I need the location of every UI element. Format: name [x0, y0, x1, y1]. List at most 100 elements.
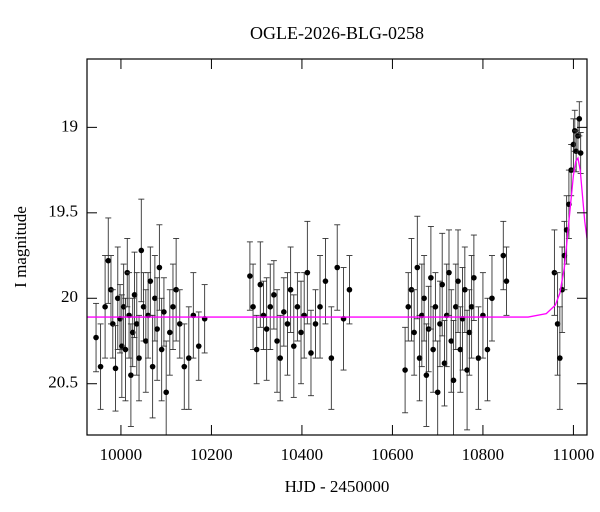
data-point	[93, 334, 99, 341]
data-point	[114, 295, 121, 302]
data-point	[136, 355, 142, 361]
y-tick-label: 20	[61, 287, 78, 306]
x-tick-label: 10400	[281, 445, 324, 464]
data-point	[105, 257, 112, 264]
data-point	[281, 309, 287, 315]
data-point	[140, 304, 147, 310]
data-point	[446, 269, 452, 276]
data-point	[334, 264, 341, 271]
data-point	[457, 346, 464, 353]
data-point	[489, 295, 495, 302]
data-point	[247, 273, 253, 279]
data-point	[346, 286, 353, 293]
x-tick-label: 10600	[371, 445, 414, 464]
data-point	[147, 278, 154, 284]
data-point	[437, 321, 443, 327]
data-point	[143, 338, 149, 344]
plot-frame	[86, 58, 588, 436]
y-axis-label: I magnitude	[11, 206, 30, 288]
data-point	[97, 363, 104, 370]
data-point	[298, 329, 304, 336]
data-point	[468, 304, 475, 310]
y-tick-label: 20.5	[48, 373, 78, 392]
data-point	[181, 363, 188, 370]
data-point	[131, 292, 138, 298]
x-tick-label: 10000	[100, 445, 143, 464]
data-point	[441, 360, 448, 367]
plot-area	[87, 101, 587, 435]
data-point	[253, 346, 260, 353]
data-point	[570, 141, 577, 148]
data-point	[250, 304, 256, 310]
data-point	[263, 326, 270, 332]
data-point	[186, 355, 192, 361]
data-point	[317, 304, 323, 310]
chart-title: OGLE-2026-BLG-0258	[250, 23, 424, 43]
data-point	[257, 281, 264, 288]
data-point	[434, 389, 441, 396]
data-point	[503, 278, 510, 284]
x-axis-label: HJD - 2450000	[285, 477, 390, 496]
x-tick-label: 10800	[462, 445, 505, 464]
data-point	[466, 329, 473, 336]
data-point	[308, 350, 314, 356]
data-point	[156, 264, 163, 271]
data-point	[294, 304, 301, 310]
data-point	[167, 329, 173, 336]
data-point	[576, 116, 583, 122]
data-point	[450, 377, 457, 384]
data-point	[423, 372, 430, 378]
y-tick-label: 19	[61, 116, 78, 135]
data-point	[322, 278, 329, 284]
data-point	[405, 304, 412, 310]
data-point	[557, 355, 563, 361]
data-point	[448, 338, 455, 344]
data-point	[173, 286, 179, 293]
data-point	[287, 286, 294, 293]
data-point	[158, 346, 165, 353]
data-point	[133, 321, 140, 327]
data-point	[500, 252, 507, 259]
data-point	[176, 321, 183, 327]
x-tick-label: 11000	[552, 445, 594, 464]
model-curve	[87, 156, 587, 318]
data-point	[304, 269, 311, 276]
data-point	[170, 304, 176, 310]
data-point	[416, 355, 423, 361]
data-point	[430, 346, 436, 353]
data-point	[149, 363, 156, 370]
data-point	[138, 247, 145, 254]
data-point	[432, 304, 439, 310]
data-point	[128, 372, 134, 378]
data-point	[152, 295, 158, 302]
data-point	[554, 321, 561, 327]
data-point	[402, 367, 408, 373]
x-tick-label: 10200	[190, 445, 233, 464]
data-point	[161, 309, 167, 315]
y-tick-label: 19.5	[48, 202, 78, 221]
data-point	[163, 389, 169, 396]
data-point	[452, 304, 459, 310]
data-point	[195, 343, 202, 349]
data-point	[102, 304, 108, 310]
data-point	[462, 286, 468, 293]
data-point	[551, 269, 558, 276]
data-point	[428, 274, 434, 281]
data-point	[312, 321, 319, 327]
data-point	[284, 321, 291, 327]
data-point	[475, 355, 482, 361]
data-point	[154, 326, 160, 332]
data-point	[271, 292, 277, 298]
data-point	[471, 274, 477, 281]
data-point	[328, 355, 335, 361]
data-point	[112, 365, 119, 372]
data-point	[577, 150, 584, 156]
data-point	[274, 338, 280, 344]
data-point	[267, 304, 274, 310]
data-point	[122, 346, 129, 353]
data-point	[290, 343, 297, 349]
data-point	[484, 346, 491, 353]
data-point	[421, 295, 427, 302]
data-point	[455, 278, 461, 284]
